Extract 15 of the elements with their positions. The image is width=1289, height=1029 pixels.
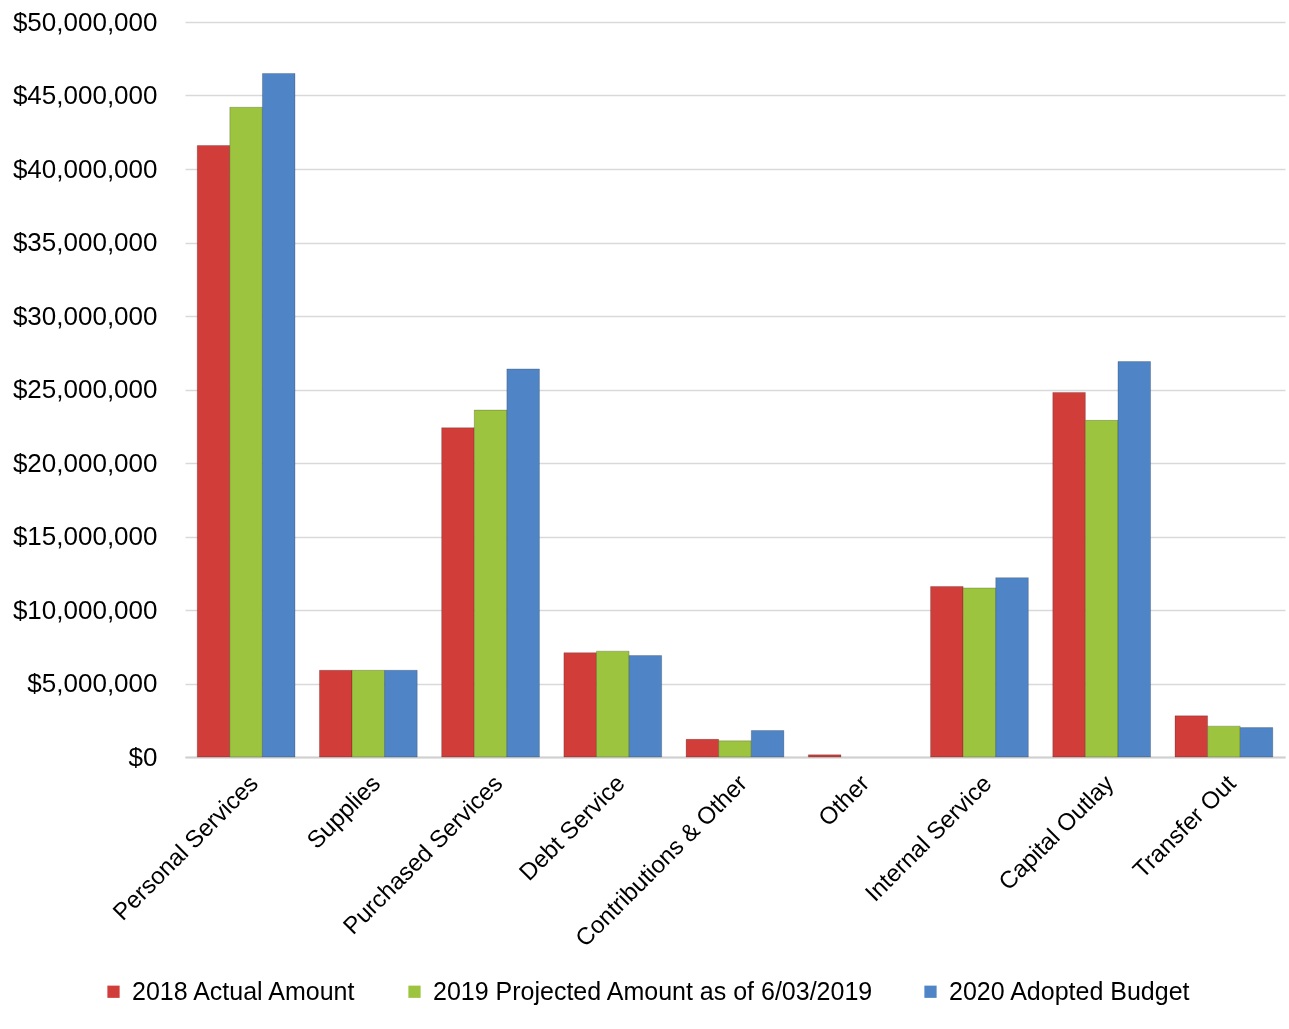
y-tick-label: $25,000,000 [12, 374, 158, 404]
y-tick-label: $40,000,000 [12, 153, 158, 184]
bar [807, 754, 842, 758]
y-tick-label: $10,000,000 [12, 594, 158, 625]
legend-label: 2020 Adopted Budget [949, 976, 1190, 1005]
y-tick-label: $0 [128, 741, 158, 772]
y-tick-label: $45,000,000 [12, 80, 158, 110]
y-tick-label: $35,000,000 [12, 227, 158, 257]
y-tick-label: $50,000,000 [12, 6, 158, 37]
y-tick-label: $30,000,000 [12, 300, 158, 331]
y-tick-label: $20,000,000 [12, 447, 158, 478]
y-tick-label: $15,000,000 [12, 521, 158, 551]
y-tick-label: $5,000,000 [27, 668, 158, 698]
legend-label: 2019 Projected Amount as of 6/03/2019 [433, 976, 873, 1005]
legend-label: 2018 Actual Amount [132, 976, 355, 1005]
